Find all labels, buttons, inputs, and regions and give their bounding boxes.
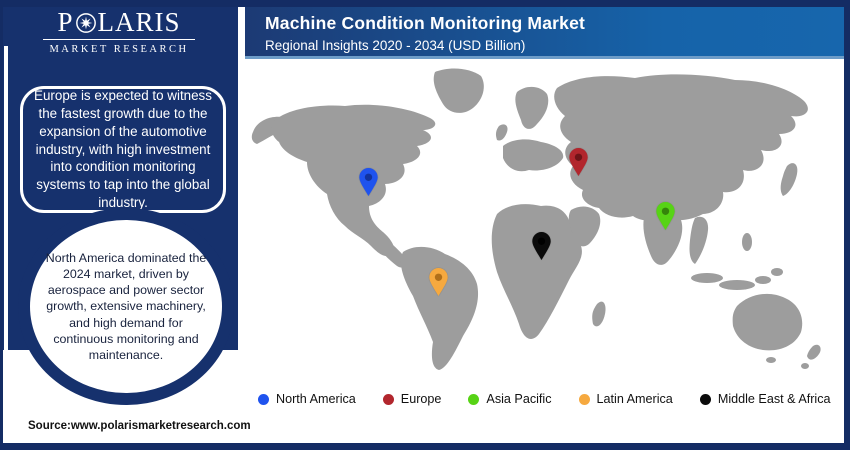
legend-item-europe: Europe bbox=[382, 392, 442, 406]
frame-border-top bbox=[0, 0, 850, 7]
logo-letters-rest: LARIS bbox=[97, 7, 181, 37]
title-banner: Machine Condition Monitoring Market Regi… bbox=[245, 7, 844, 59]
map-pin-latin-america bbox=[428, 267, 449, 297]
legend-dot-north-america bbox=[258, 393, 269, 405]
map-legend: North America Europe Asia Pacific Latin Ame… bbox=[258, 392, 831, 406]
legend-item-north-america: North America bbox=[258, 392, 356, 406]
europe-insight-text: Europe is expected to witness the fastes… bbox=[34, 88, 212, 211]
legend-item-latin-america: Latin America bbox=[578, 392, 673, 406]
legend-label: Europe bbox=[400, 392, 442, 406]
location-pin-icon bbox=[428, 268, 448, 296]
north-america-insight-text: North America dominated the 2024 market,… bbox=[45, 251, 207, 362]
legend-dot-europe bbox=[382, 393, 394, 405]
map-pin-north-america bbox=[358, 167, 379, 197]
legend-dot-middle-east-africa bbox=[699, 393, 711, 405]
logo-letter-p: P bbox=[57, 7, 74, 37]
location-pin-icon bbox=[358, 168, 378, 196]
location-pin-icon bbox=[655, 202, 675, 230]
map-pin-asia-pacific bbox=[655, 201, 676, 231]
north-america-insight-callout: North America dominated the 2024 market,… bbox=[18, 208, 234, 405]
legend-label: Middle East & Africa bbox=[717, 392, 831, 406]
compass-star-icon bbox=[75, 12, 96, 33]
legend-item-middle-east-africa: Middle East & Africa bbox=[699, 392, 831, 406]
map-pin-middle-east-africa bbox=[531, 231, 552, 261]
page-title: Machine Condition Monitoring Market bbox=[265, 13, 586, 33]
source-attribution: Source:www.polarismarketresearch.com bbox=[28, 420, 251, 432]
legend-dot-asia-pacific bbox=[468, 393, 480, 405]
europe-insight-callout: Europe is expected to witness the fastes… bbox=[20, 86, 226, 213]
world-map bbox=[251, 68, 821, 370]
legend-label: Asia Pacific bbox=[486, 392, 552, 406]
frame-border-bottom bbox=[0, 443, 850, 450]
page-subtitle: Regional Insights 2020 - 2034 (USD Billi… bbox=[265, 38, 526, 53]
logo-wordmark: P LARIS bbox=[0, 9, 238, 36]
frame-border-left bbox=[0, 0, 3, 450]
location-pin-icon bbox=[568, 148, 588, 176]
legend-label: Latin America bbox=[596, 392, 673, 406]
logo-subtitle: MARKET RESEARCH bbox=[43, 39, 195, 55]
legend-dot-latin-america bbox=[578, 393, 590, 405]
polaris-logo: P LARIS MARKET RESEARCH bbox=[0, 9, 238, 55]
legend-item-asia-pacific: Asia Pacific bbox=[468, 392, 552, 406]
location-pin-icon bbox=[531, 232, 551, 260]
map-pin-europe bbox=[568, 147, 589, 177]
legend-label: North America bbox=[276, 392, 356, 406]
sidebar-accent-stripe bbox=[4, 46, 8, 443]
frame-border-right bbox=[844, 0, 850, 450]
